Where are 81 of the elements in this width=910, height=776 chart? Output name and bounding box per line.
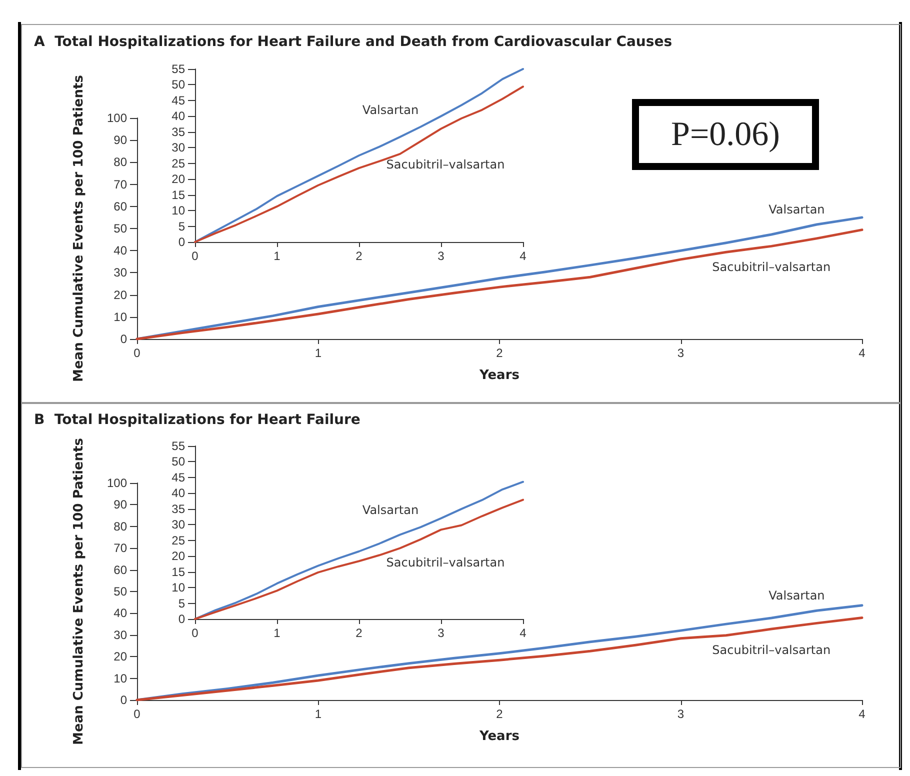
- chart-title: B Total Hospitalizations for Heart Failure: [34, 412, 360, 428]
- y-tick-label: 80: [114, 155, 128, 170]
- y-axis-title: Mean Cumulative Events per 100 Patients: [72, 438, 86, 745]
- y-tick-label: 40: [114, 244, 128, 258]
- series-label: Valsartan: [768, 202, 825, 217]
- y-tick-label: 100: [106, 111, 128, 125]
- x-tick-label: 4: [858, 707, 866, 721]
- series-label: Valsartan: [362, 102, 419, 117]
- y-tick-label: 5: [178, 219, 186, 234]
- y-tick-label: 0: [120, 693, 128, 707]
- y-tick-label: 80: [114, 519, 128, 534]
- y-tick-label: 20: [114, 650, 128, 664]
- y-tick-label: 10: [172, 204, 186, 218]
- y-tick-label: 90: [114, 498, 128, 512]
- y-tick-label: 15: [172, 188, 186, 202]
- x-tick-label: 0: [134, 346, 141, 360]
- y-tick-label: 45: [172, 470, 186, 484]
- y-tick-label: 20: [172, 549, 186, 564]
- series-label: Sacubitril–valsartan: [712, 643, 831, 658]
- y-tick-label: 0: [120, 332, 128, 346]
- y-tick-label: 40: [172, 486, 186, 500]
- y-tick-label: 10: [172, 580, 186, 595]
- x-tick-label: 2: [356, 626, 363, 640]
- series-label: Valsartan: [362, 503, 419, 518]
- y-tick-label: 90: [114, 133, 128, 148]
- x-tick-label: 0: [192, 626, 199, 640]
- x-tick-label: 2: [356, 249, 363, 263]
- x-tick-label: 0: [192, 249, 199, 263]
- x-tick-label: 3: [438, 626, 445, 640]
- y-tick-label: 35: [172, 502, 186, 516]
- y-tick-label: 55: [172, 439, 186, 453]
- y-tick-label: 50: [172, 454, 186, 469]
- y-tick-label: 15: [172, 564, 186, 579]
- x-tick-label: 1: [274, 249, 281, 263]
- y-tick-label: 20: [172, 172, 186, 186]
- y-tick-label: 30: [114, 266, 128, 280]
- y-tick-label: 25: [172, 156, 186, 170]
- x-tick-label: 2: [496, 707, 504, 721]
- y-tick-label: 50: [114, 584, 128, 598]
- x-axis-title: Years: [478, 729, 520, 744]
- x-tick-label: 1: [274, 626, 281, 640]
- y-tick-label: 40: [114, 606, 128, 620]
- y-tick-label: 30: [114, 628, 128, 642]
- x-tick-label: 1: [314, 707, 322, 721]
- y-tick-label: 60: [114, 562, 128, 577]
- series-label: Valsartan: [768, 588, 825, 603]
- x-tick-label: 4: [858, 346, 866, 360]
- y-tick-label: 30: [172, 140, 186, 155]
- y-tick-label: 40: [172, 109, 186, 124]
- x-tick-label: 3: [677, 707, 684, 721]
- x-tick-label: 0: [134, 707, 141, 721]
- x-tick-label: 4: [520, 249, 527, 263]
- y-tick-label: 35: [172, 124, 186, 139]
- x-axis-title: Years: [478, 368, 520, 383]
- x-tick-label: 4: [520, 626, 527, 640]
- series-label: Sacubitril–valsartan: [712, 260, 831, 274]
- y-tick-label: 0: [178, 235, 186, 249]
- x-tick-label: 3: [677, 346, 684, 360]
- y-tick-label: 55: [172, 62, 186, 76]
- y-tick-label: 25: [172, 533, 186, 548]
- y-tick-label: 10: [114, 310, 128, 324]
- y-tick-label: 10: [114, 671, 128, 686]
- chart-title: A Total Hospitalizations for Heart Failure and Death from Cardiovascular Causes: [34, 34, 672, 50]
- y-tick-label: 70: [114, 541, 128, 556]
- y-tick-label: 0: [178, 612, 186, 626]
- y-tick-label: 60: [114, 199, 128, 214]
- x-tick-label: 3: [438, 249, 445, 263]
- y-tick-label: 100: [106, 476, 128, 490]
- annotation: P=0.06): [671, 116, 780, 153]
- x-tick-label: 2: [496, 346, 504, 360]
- y-tick-label: 20: [114, 288, 128, 302]
- y-tick-label: 50: [114, 222, 128, 236]
- series-label: Sacubitril–valsartan: [386, 157, 505, 172]
- series-label: Sacubitril–valsartan: [386, 555, 505, 570]
- y-tick-label: 70: [114, 177, 128, 192]
- y-tick-label: 45: [172, 93, 186, 108]
- y-tick-label: 50: [172, 78, 186, 92]
- x-tick-label: 1: [314, 346, 322, 360]
- y-tick-label: 5: [178, 596, 186, 610]
- y-tick-label: 30: [172, 518, 186, 532]
- y-axis-title: Mean Cumulative Events per 100 Patients: [72, 74, 86, 382]
